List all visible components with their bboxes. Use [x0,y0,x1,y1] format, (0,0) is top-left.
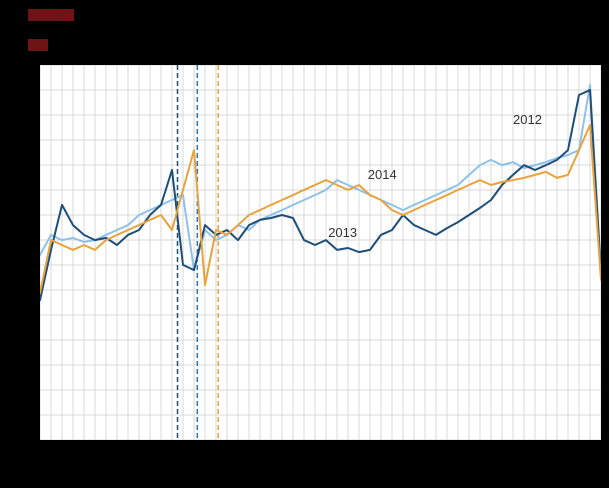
gridlines [40,65,601,440]
annotation-2014: 2014 [368,167,397,182]
annotation-2013: 2013 [328,225,357,240]
series-line-2014 [40,124,601,294]
series-line-2013 [40,89,601,302]
title-fragment [28,9,74,21]
series-line-2012 [40,83,601,272]
annotation-2012: 2012 [513,112,542,127]
line-chart-plot-area: 2014 2013 2012 [40,65,601,440]
title-fragment [28,39,48,51]
chart-svg: 2014 2013 2012 [40,65,601,440]
